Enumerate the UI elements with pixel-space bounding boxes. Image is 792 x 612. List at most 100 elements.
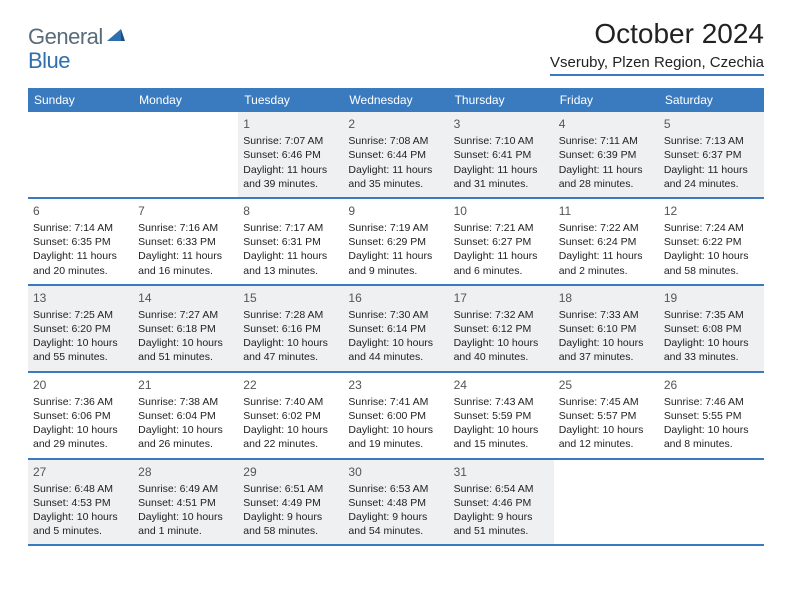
- daylight-line: Daylight: 11 hours and 9 minutes.: [348, 249, 442, 277]
- day-number: 21: [138, 377, 232, 393]
- daylight-line: Daylight: 10 hours and 5 minutes.: [33, 510, 127, 538]
- sunset-line: Sunset: 6:00 PM: [348, 409, 442, 423]
- sunset-line: Sunset: 6:27 PM: [454, 235, 548, 249]
- calendar-day: 14Sunrise: 7:27 AMSunset: 6:18 PMDayligh…: [133, 286, 238, 371]
- weekday-header: Monday: [133, 88, 238, 112]
- daylight-line: Daylight: 9 hours and 54 minutes.: [348, 510, 442, 538]
- calendar-day: 3Sunrise: 7:10 AMSunset: 6:41 PMDaylight…: [449, 112, 554, 197]
- sunset-line: Sunset: 4:46 PM: [454, 496, 548, 510]
- sunset-line: Sunset: 6:41 PM: [454, 148, 548, 162]
- day-number: 24: [454, 377, 548, 393]
- sunrise-line: Sunrise: 7:14 AM: [33, 221, 127, 235]
- sunrise-line: Sunrise: 7:38 AM: [138, 395, 232, 409]
- sunset-line: Sunset: 6:12 PM: [454, 322, 548, 336]
- daylight-line: Daylight: 11 hours and 13 minutes.: [243, 249, 337, 277]
- sunrise-line: Sunrise: 7:45 AM: [559, 395, 653, 409]
- sunrise-line: Sunrise: 7:11 AM: [559, 134, 653, 148]
- calendar-day: 21Sunrise: 7:38 AMSunset: 6:04 PMDayligh…: [133, 373, 238, 458]
- sunset-line: Sunset: 6:24 PM: [559, 235, 653, 249]
- daylight-line: Daylight: 11 hours and 35 minutes.: [348, 163, 442, 191]
- weekday-header: Tuesday: [238, 88, 343, 112]
- day-number: 11: [559, 203, 653, 219]
- calendar-day: 6Sunrise: 7:14 AMSunset: 6:35 PMDaylight…: [28, 199, 133, 284]
- sunrise-line: Sunrise: 7:27 AM: [138, 308, 232, 322]
- day-number: 9: [348, 203, 442, 219]
- sunset-line: Sunset: 4:49 PM: [243, 496, 337, 510]
- daylight-line: Daylight: 11 hours and 16 minutes.: [138, 249, 232, 277]
- day-number: 23: [348, 377, 442, 393]
- daylight-line: Daylight: 10 hours and 55 minutes.: [33, 336, 127, 364]
- calendar-day: 29Sunrise: 6:51 AMSunset: 4:49 PMDayligh…: [238, 460, 343, 545]
- calendar-day: 31Sunrise: 6:54 AMSunset: 4:46 PMDayligh…: [449, 460, 554, 545]
- sunrise-line: Sunrise: 7:13 AM: [664, 134, 758, 148]
- sunrise-line: Sunrise: 7:41 AM: [348, 395, 442, 409]
- daylight-line: Daylight: 11 hours and 24 minutes.: [664, 163, 758, 191]
- sunrise-line: Sunrise: 7:30 AM: [348, 308, 442, 322]
- calendar-day: 23 Sunrise: 7:41 AMSunset: 6:00 PMDayligh…: [343, 373, 448, 458]
- week-row: 20Sunrise: 7:36 AMSunset: 6:06 PMDayligh…: [28, 373, 764, 460]
- calendar-day: 9Sunrise: 7:19 AMSunset: 6:29 PMDaylight…: [343, 199, 448, 284]
- calendar-day: 15Sunrise: 7:28 AMSunset: 6:16 PMDayligh…: [238, 286, 343, 371]
- day-number: 25: [559, 377, 653, 393]
- sunset-line: Sunset: 4:53 PM: [33, 496, 127, 510]
- sunrise-line: Sunrise: 7:36 AM: [33, 395, 127, 409]
- calendar-day: 26Sunrise: 7:46 AMSunset: 5:55 PMDayligh…: [659, 373, 764, 458]
- daylight-line: Daylight: 10 hours and 8 minutes.: [664, 423, 758, 451]
- weekday-header: Friday: [554, 88, 659, 112]
- sunrise-line: Sunrise: 7:16 AM: [138, 221, 232, 235]
- weekday-header-row: SundayMondayTuesdayWednesdayThursdayFrid…: [28, 88, 764, 112]
- calendar-day: 30Sunrise: 6:53 AMSunset: 4:48 PMDayligh…: [343, 460, 448, 545]
- day-number: 20: [33, 377, 127, 393]
- weeks-container: 1Sunrise: 7:07 AMSunset: 6:46 PMDaylight…: [28, 112, 764, 546]
- calendar-day: 17Sunrise: 7:32 AMSunset: 6:12 PMDayligh…: [449, 286, 554, 371]
- day-number: 31: [454, 464, 548, 480]
- sunrise-line: Sunrise: 6:48 AM: [33, 482, 127, 496]
- calendar-day: 19Sunrise: 7:35 AMSunset: 6:08 PMDayligh…: [659, 286, 764, 371]
- day-number: 8: [243, 203, 337, 219]
- daylight-line: Daylight: 11 hours and 6 minutes.: [454, 249, 548, 277]
- daylight-line: Daylight: 9 hours and 58 minutes.: [243, 510, 337, 538]
- daylight-line: Daylight: 10 hours and 19 minutes.: [348, 423, 442, 451]
- day-number: 12: [664, 203, 758, 219]
- weekday-header: Thursday: [449, 88, 554, 112]
- sunset-line: Sunset: 6:44 PM: [348, 148, 442, 162]
- day-number: 26: [664, 377, 758, 393]
- calendar-day: 7Sunrise: 7:16 AMSunset: 6:33 PMDaylight…: [133, 199, 238, 284]
- sunset-line: Sunset: 6:06 PM: [33, 409, 127, 423]
- sunset-line: Sunset: 4:51 PM: [138, 496, 232, 510]
- calendar-day: 2 Sunrise: 7:08 AMSunset: 6:44 PMDaylight…: [343, 112, 448, 197]
- logo-triangle-icon: [107, 27, 125, 48]
- sunset-line: Sunset: 6:35 PM: [33, 235, 127, 249]
- day-number: 7: [138, 203, 232, 219]
- day-number: 2: [348, 116, 442, 132]
- sunset-line: Sunset: 5:55 PM: [664, 409, 758, 423]
- day-number: 19: [664, 290, 758, 306]
- weekday-header: Sunday: [28, 88, 133, 112]
- daylight-line: Daylight: 11 hours and 2 minutes.: [559, 249, 653, 277]
- header: General October 2024 Vseruby, Plzen Regi…: [28, 18, 764, 76]
- sunset-line: Sunset: 6:14 PM: [348, 322, 442, 336]
- calendar-day: 4Sunrise: 7:11 AMSunset: 6:39 PMDaylight…: [554, 112, 659, 197]
- day-number: 3: [454, 116, 548, 132]
- day-number: 13: [33, 290, 127, 306]
- week-row: 13Sunrise: 7:25 AMSunset: 6:20 PMDayligh…: [28, 286, 764, 373]
- day-number: 4: [559, 116, 653, 132]
- calendar-day: 16Sunrise: 7:30 AMSunset: 6:14 PMDayligh…: [343, 286, 448, 371]
- day-number: 15: [243, 290, 337, 306]
- week-row: 1Sunrise: 7:07 AMSunset: 6:46 PMDaylight…: [28, 112, 764, 199]
- sunset-line: Sunset: 6:29 PM: [348, 235, 442, 249]
- daylight-line: Daylight: 11 hours and 31 minutes.: [454, 163, 548, 191]
- sunrise-line: Sunrise: 7:08 AM: [348, 134, 442, 148]
- daylight-line: Daylight: 10 hours and 44 minutes.: [348, 336, 442, 364]
- calendar-day: 11Sunrise: 7:22 AMSunset: 6:24 PMDayligh…: [554, 199, 659, 284]
- sunrise-line: Sunrise: 7:25 AM: [33, 308, 127, 322]
- sunrise-line: Sunrise: 7:40 AM: [243, 395, 337, 409]
- daylight-line: Daylight: 10 hours and 1 minute.: [138, 510, 232, 538]
- daylight-line: Daylight: 10 hours and 29 minutes.: [33, 423, 127, 451]
- calendar-day: 20 Sunrise: 7:36 AMSunset: 6:06 PMDayligh…: [28, 373, 133, 458]
- daylight-line: Daylight: 10 hours and 51 minutes.: [138, 336, 232, 364]
- day-number: 6: [33, 203, 127, 219]
- calendar-empty: [659, 460, 764, 545]
- title-block: October 2024 Vseruby, Plzen Region, Czec…: [550, 18, 764, 76]
- location-subtitle: Vseruby, Plzen Region, Czechia: [550, 54, 764, 71]
